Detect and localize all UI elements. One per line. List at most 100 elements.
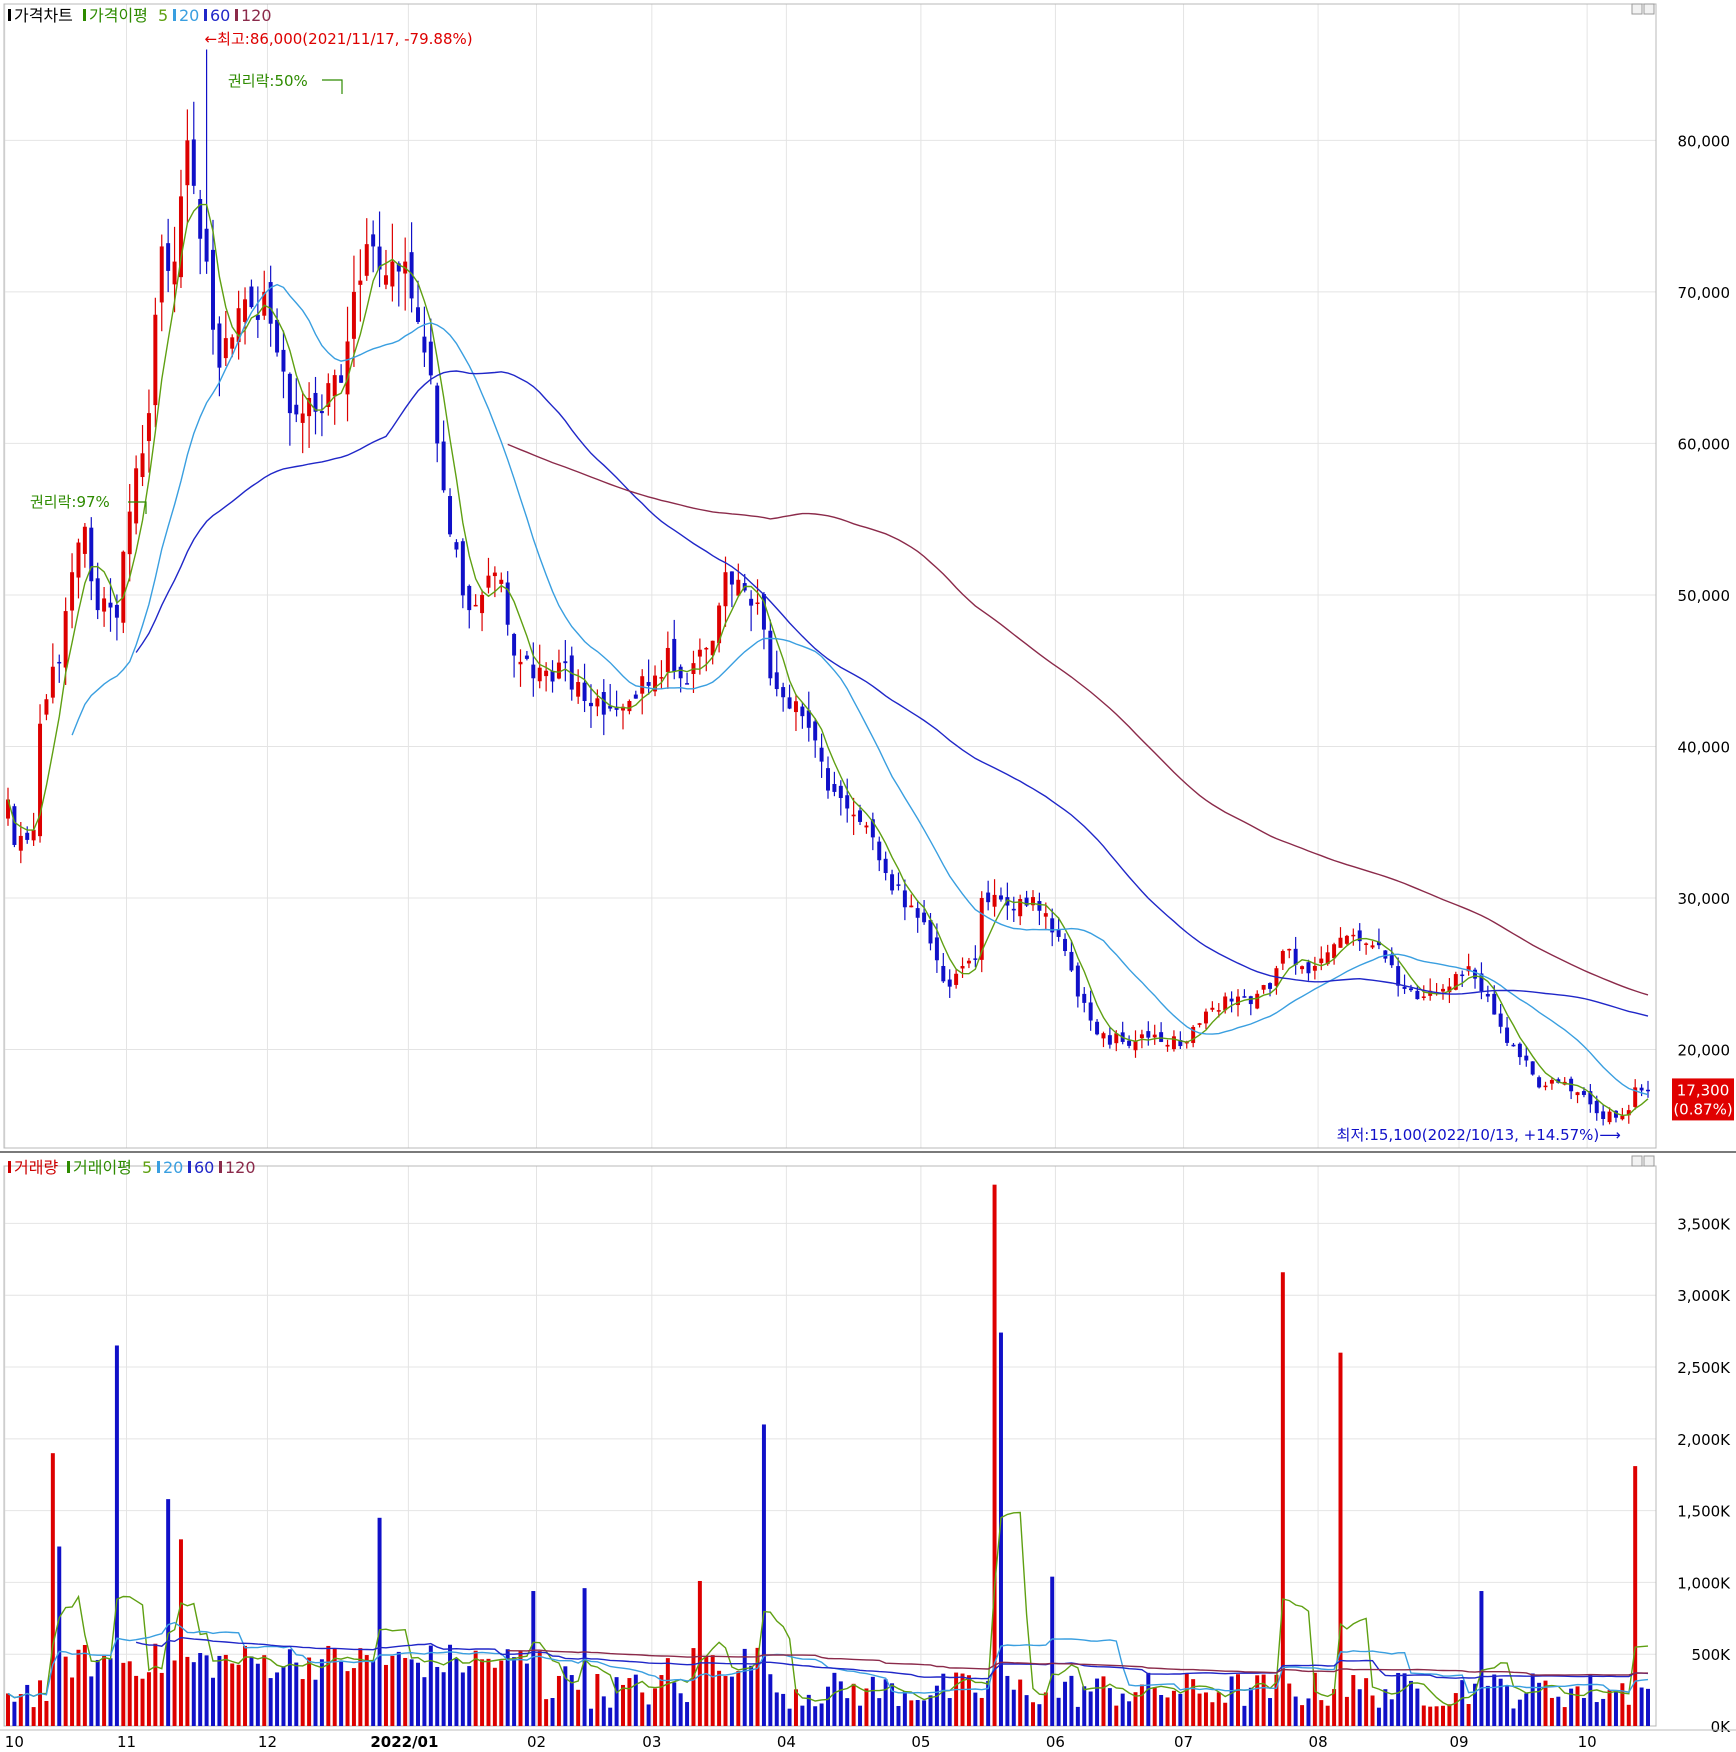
candle-body[interactable]: [38, 723, 43, 837]
volume-bar[interactable]: [1095, 1678, 1100, 1726]
volume-bar[interactable]: [1402, 1673, 1407, 1726]
volume-bar[interactable]: [518, 1650, 523, 1726]
volume-bar[interactable]: [262, 1655, 267, 1726]
volume-bar[interactable]: [409, 1659, 414, 1726]
candle-body[interactable]: [281, 349, 286, 372]
volume-bar[interactable]: [960, 1673, 965, 1726]
candle-body[interactable]: [1082, 993, 1087, 1003]
volume-bar[interactable]: [249, 1656, 254, 1726]
volume-bar[interactable]: [255, 1663, 260, 1726]
volume-bar[interactable]: [524, 1663, 529, 1726]
volume-bar[interactable]: [1165, 1697, 1170, 1726]
candle-body[interactable]: [512, 633, 517, 656]
candle-body[interactable]: [377, 246, 382, 270]
volume-bar[interactable]: [813, 1706, 818, 1726]
volume-bar[interactable]: [505, 1649, 510, 1726]
volume-bar[interactable]: [582, 1588, 587, 1726]
candle-body[interactable]: [441, 441, 446, 491]
volume-bar[interactable]: [396, 1651, 401, 1726]
candle-body[interactable]: [70, 572, 75, 611]
candle-body[interactable]: [723, 572, 728, 607]
volume-bar[interactable]: [1223, 1702, 1228, 1726]
volume-bar[interactable]: [1312, 1672, 1317, 1726]
volume-bar[interactable]: [1473, 1683, 1478, 1726]
volume-bar[interactable]: [845, 1698, 850, 1726]
candle-body[interactable]: [102, 598, 107, 612]
volume-bar[interactable]: [499, 1660, 504, 1726]
volume-bar[interactable]: [800, 1705, 805, 1726]
volume-bar[interactable]: [1441, 1705, 1445, 1726]
volume-bar[interactable]: [550, 1698, 555, 1726]
candle-body[interactable]: [1537, 1077, 1542, 1088]
candle-body[interactable]: [1255, 993, 1260, 1009]
volume-bar[interactable]: [1127, 1701, 1132, 1726]
candle-body[interactable]: [672, 638, 677, 672]
candle-body[interactable]: [1396, 966, 1401, 986]
candle-body[interactable]: [1408, 988, 1413, 991]
volume-bar[interactable]: [1594, 1702, 1599, 1726]
candle-body[interactable]: [1152, 1034, 1157, 1038]
volume-bar[interactable]: [659, 1675, 664, 1726]
candle-body[interactable]: [486, 575, 491, 588]
candle-body[interactable]: [1268, 983, 1273, 989]
candle-body[interactable]: [166, 243, 171, 271]
candle-body[interactable]: [313, 392, 318, 412]
candle-body[interactable]: [467, 585, 472, 611]
candle-body[interactable]: [1485, 993, 1490, 997]
volume-bar[interactable]: [1575, 1686, 1580, 1726]
volume-bar[interactable]: [1581, 1697, 1586, 1726]
volume-bar[interactable]: [121, 1662, 126, 1726]
candle-body[interactable]: [851, 814, 856, 817]
candle-body[interactable]: [915, 908, 920, 918]
volume-bar[interactable]: [1031, 1702, 1035, 1726]
volume-bar[interactable]: [512, 1657, 517, 1726]
candle-body[interactable]: [1056, 929, 1061, 937]
candle-body[interactable]: [1639, 1087, 1644, 1091]
volume-bar[interactable]: [627, 1678, 632, 1726]
volume-bar[interactable]: [1236, 1674, 1240, 1726]
volume-bar[interactable]: [140, 1678, 145, 1726]
volume-bar[interactable]: [742, 1648, 747, 1726]
volume-bar[interactable]: [787, 1708, 792, 1726]
candle-body[interactable]: [832, 784, 837, 792]
volume-bar[interactable]: [127, 1661, 132, 1726]
volume-bar[interactable]: [82, 1645, 87, 1726]
candle-body[interactable]: [351, 291, 356, 339]
volume-bar[interactable]: [326, 1645, 331, 1726]
candle-body[interactable]: [1018, 899, 1023, 917]
candle-body[interactable]: [1287, 948, 1292, 951]
candle-body[interactable]: [198, 199, 203, 239]
volume-bar[interactable]: [1607, 1690, 1612, 1726]
candle-body[interactable]: [1569, 1078, 1574, 1092]
volume-bar[interactable]: [1293, 1696, 1298, 1726]
volume-bar[interactable]: [146, 1672, 151, 1726]
candle-body[interactable]: [1075, 965, 1080, 997]
volume-bar[interactable]: [1646, 1688, 1650, 1726]
volume-bar[interactable]: [1191, 1679, 1196, 1726]
volume-bar[interactable]: [556, 1675, 561, 1726]
candle-body[interactable]: [358, 280, 363, 285]
candle-body[interactable]: [877, 841, 882, 861]
volume-bar[interactable]: [480, 1659, 485, 1726]
volume-bar[interactable]: [1319, 1700, 1324, 1726]
volume-bar[interactable]: [1498, 1678, 1503, 1726]
candle-body[interactable]: [646, 682, 651, 686]
volume-bar[interactable]: [922, 1700, 927, 1726]
candle-body[interactable]: [1165, 1044, 1170, 1047]
volume-panel[interactable]: 0K 500K 1,000K 1,500K 2,000K 2,500K 3,000K 3,50…: [3, 1158, 1731, 1736]
volume-bar[interactable]: [1370, 1695, 1375, 1726]
volume-bar[interactable]: [364, 1655, 369, 1726]
volume-bar[interactable]: [191, 1662, 196, 1726]
candle-body[interactable]: [685, 683, 690, 685]
volume-bar[interactable]: [954, 1672, 959, 1726]
volume-bar[interactable]: [640, 1692, 645, 1726]
candle-body[interactable]: [1613, 1110, 1618, 1118]
candle-body[interactable]: [294, 404, 299, 415]
candle-body[interactable]: [223, 338, 228, 359]
candle-body[interactable]: [1171, 1036, 1176, 1050]
candle-body[interactable]: [18, 835, 23, 851]
candle-body[interactable]: [422, 336, 427, 353]
candle-body[interactable]: [1364, 943, 1369, 945]
candle-body[interactable]: [1370, 945, 1375, 948]
volume-bar[interactable]: [877, 1698, 882, 1726]
